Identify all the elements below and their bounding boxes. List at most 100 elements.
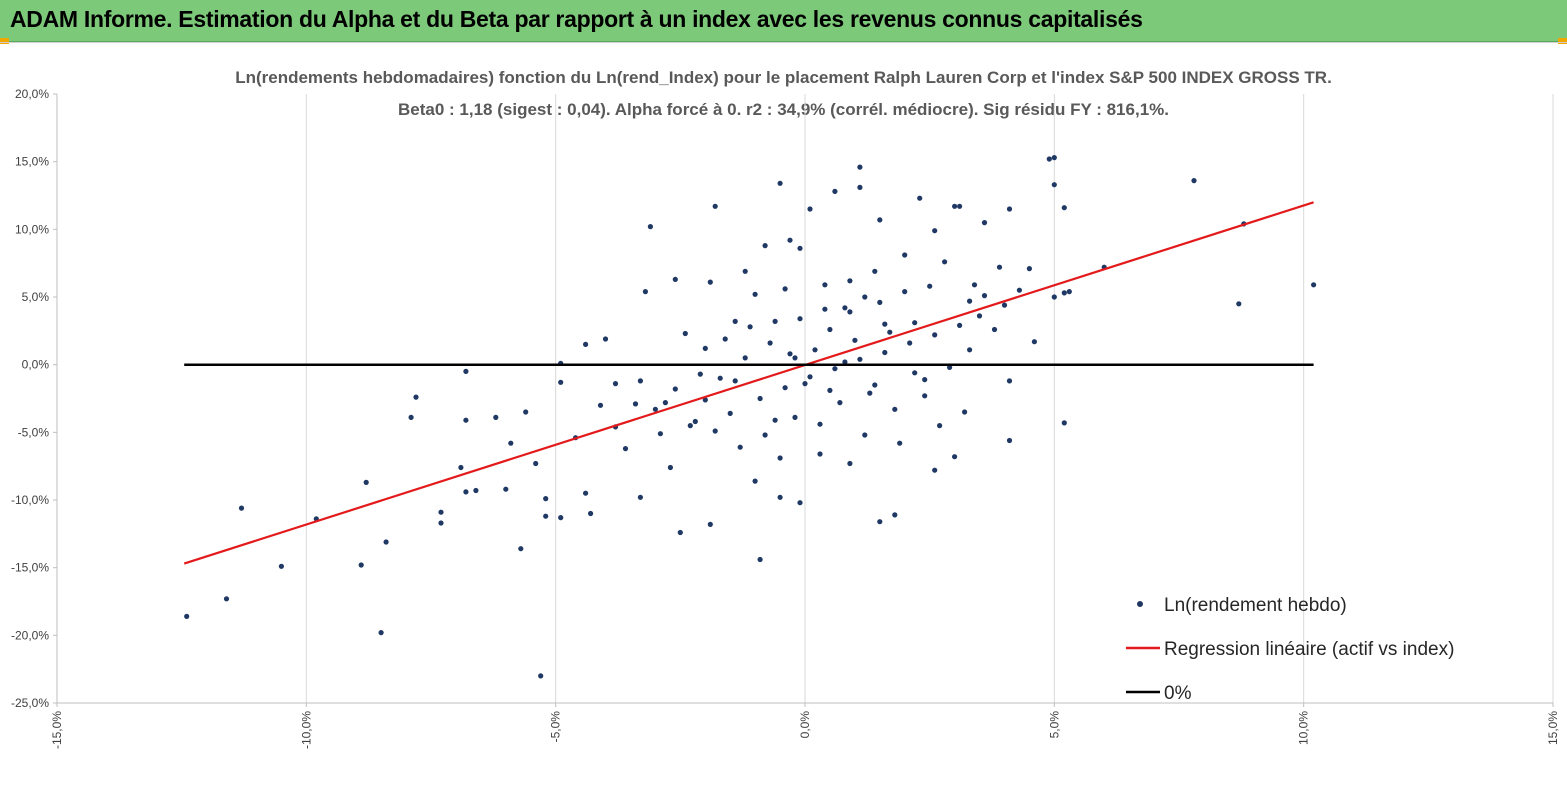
data-point (493, 414, 499, 420)
x-tick-label: 0,0% (798, 711, 812, 739)
data-point (1006, 437, 1013, 444)
data-point (752, 478, 758, 484)
data-point (1051, 182, 1057, 188)
data-point (917, 195, 923, 201)
data-point (812, 347, 818, 353)
data-point (862, 294, 868, 300)
data-point (912, 320, 918, 326)
data-point (682, 330, 688, 337)
data-point (702, 345, 708, 351)
data-point (1006, 378, 1013, 384)
data-point (787, 237, 793, 243)
data-point (847, 278, 853, 284)
x-axis-tick-labels: -15,0% -10,0% -5,0% 0,0% 5,0% 10,0% 15,0% (50, 711, 1560, 749)
data-point (782, 385, 788, 391)
data-point (543, 513, 549, 519)
data-point (383, 539, 389, 545)
data-point (657, 431, 664, 437)
data-point (523, 409, 529, 415)
data-point (1051, 155, 1057, 161)
y-tick-label: 20,0% (15, 87, 49, 101)
data-point (463, 417, 469, 423)
y-tick-label: -15,0% (11, 561, 49, 575)
data-point (408, 414, 414, 420)
data-point (413, 394, 419, 400)
x-tick-label: 15,0% (1546, 711, 1560, 745)
data-point (583, 490, 589, 496)
data-point (473, 487, 479, 494)
data-points (184, 155, 1317, 679)
data-point (742, 268, 748, 274)
data-point (742, 355, 748, 361)
legend-label: 0% (1164, 683, 1192, 704)
data-point (847, 309, 853, 315)
data-point (737, 444, 743, 450)
data-point (363, 479, 369, 485)
data-point (647, 224, 654, 230)
data-point (912, 370, 918, 376)
data-point (702, 397, 708, 403)
data-point (952, 203, 958, 209)
data-point (777, 180, 783, 186)
data-point (438, 520, 444, 526)
data-point (827, 326, 833, 333)
data-point (862, 432, 868, 438)
chart-area (0, 42, 1567, 787)
data-point (807, 374, 813, 380)
corner-marker-right (1558, 38, 1567, 44)
data-point (996, 264, 1003, 270)
data-point (358, 562, 364, 568)
x-tick-label: 5,0% (1047, 711, 1061, 739)
data-point (832, 188, 838, 194)
data-point (727, 410, 733, 416)
y-tick-label: -5,0% (18, 425, 50, 439)
data-point (1061, 205, 1067, 211)
data-point (223, 596, 230, 602)
data-point (857, 356, 863, 362)
data-point (1006, 206, 1013, 212)
chart-title: Ln(rendements hebdomadaires) fonction du… (235, 68, 1332, 87)
data-point (687, 423, 693, 429)
data-point (922, 377, 928, 383)
data-point (1051, 294, 1057, 300)
data-point (438, 509, 444, 515)
data-point (892, 406, 898, 412)
data-point (622, 446, 629, 452)
y-tick-label: -10,0% (11, 493, 49, 507)
y-tick-label: 15,0% (15, 155, 49, 169)
legend: Ln(rendement hebdo) Regression linéaire (… (1126, 595, 1454, 704)
data-point (677, 529, 683, 536)
data-point (558, 379, 564, 385)
data-point (962, 409, 968, 415)
legend-marker-scatter (1137, 601, 1143, 607)
data-point (672, 276, 678, 282)
series-lines (183, 201, 1314, 565)
data-point (927, 283, 933, 289)
data-point (877, 299, 883, 305)
data-point (707, 279, 713, 285)
data-point (538, 673, 544, 679)
data-point (732, 318, 738, 324)
data-point (518, 546, 524, 552)
data-point (976, 313, 983, 319)
data-point (882, 349, 888, 356)
data-point (797, 316, 803, 322)
data-point (852, 337, 858, 343)
data-point (981, 220, 988, 226)
legend-label: Regression linéaire (actif vs index) (1164, 639, 1454, 660)
data-point (612, 381, 619, 387)
data-point (1031, 339, 1037, 345)
title-banner: ADAM Informe. Estimation du Alpha et du … (0, 0, 1567, 42)
data-point (827, 387, 833, 393)
data-point (897, 440, 903, 446)
data-point (543, 496, 549, 502)
data-point (957, 203, 963, 209)
data-point (1311, 282, 1317, 288)
data-point (777, 494, 783, 500)
data-point (672, 386, 678, 392)
data-point (762, 243, 768, 249)
data-point (892, 512, 898, 518)
data-point (882, 321, 888, 327)
data-point (932, 228, 938, 234)
